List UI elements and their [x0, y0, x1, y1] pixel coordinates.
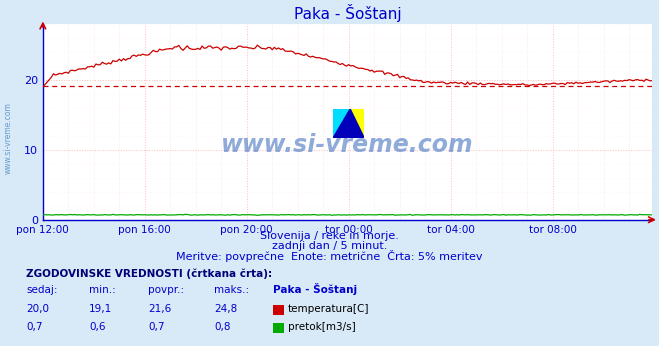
Text: 0,8: 0,8: [214, 322, 231, 333]
Text: sedaj:: sedaj:: [26, 285, 58, 295]
Text: 21,6: 21,6: [148, 304, 171, 315]
Polygon shape: [333, 109, 364, 138]
Title: Paka - Šoštanj: Paka - Šoštanj: [294, 4, 401, 22]
Text: Slovenija / reke in morje.: Slovenija / reke in morje.: [260, 231, 399, 241]
Text: 19,1: 19,1: [89, 304, 112, 315]
Text: www.si-vreme.com: www.si-vreme.com: [3, 102, 13, 174]
Text: 20,0: 20,0: [26, 304, 49, 315]
Text: www.si-vreme.com: www.si-vreme.com: [221, 134, 474, 157]
Text: povpr.:: povpr.:: [148, 285, 185, 295]
Text: min.:: min.:: [89, 285, 116, 295]
Polygon shape: [333, 109, 350, 138]
Text: 24,8: 24,8: [214, 304, 237, 315]
Text: Meritve: povprečne  Enote: metrične  Črta: 5% meritev: Meritve: povprečne Enote: metrične Črta:…: [176, 249, 483, 262]
Text: 0,6: 0,6: [89, 322, 105, 333]
Text: pretok[m3/s]: pretok[m3/s]: [288, 322, 356, 333]
Text: Paka - Šoštanj: Paka - Šoštanj: [273, 283, 358, 295]
Text: ZGODOVINSKE VREDNOSTI (črtkana črta):: ZGODOVINSKE VREDNOSTI (črtkana črta):: [26, 268, 272, 279]
Text: maks.:: maks.:: [214, 285, 249, 295]
Text: temperatura[C]: temperatura[C]: [288, 304, 370, 315]
Text: zadnji dan / 5 minut.: zadnji dan / 5 minut.: [272, 241, 387, 251]
Text: 0,7: 0,7: [26, 322, 43, 333]
Text: 0,7: 0,7: [148, 322, 165, 333]
